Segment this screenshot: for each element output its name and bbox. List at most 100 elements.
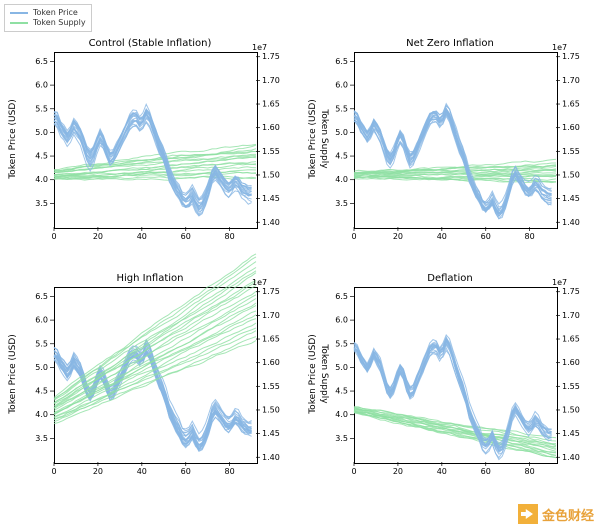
svg-text:1.70: 1.70 <box>562 311 580 320</box>
legend-label: Token Supply <box>33 18 86 28</box>
panel-deflation: Deflation0204060803.54.04.55.05.56.06.51… <box>300 265 600 500</box>
svg-text:4.0: 4.0 <box>35 410 48 419</box>
svg-text:1.65: 1.65 <box>262 335 280 344</box>
svg-text:1.45: 1.45 <box>262 194 280 203</box>
svg-text:60: 60 <box>181 232 191 241</box>
legend-label: Token Price <box>33 8 78 18</box>
svg-text:3.5: 3.5 <box>335 199 348 208</box>
watermark: 金色财经 <box>518 504 594 524</box>
svg-text:3.5: 3.5 <box>35 434 48 443</box>
svg-text:1.75: 1.75 <box>262 287 280 296</box>
svg-text:80: 80 <box>225 232 235 241</box>
svg-text:6.0: 6.0 <box>335 316 348 325</box>
price-line <box>354 348 552 458</box>
svg-text:1.65: 1.65 <box>562 335 580 344</box>
svg-text:1.70: 1.70 <box>562 76 580 85</box>
y-left-label: Token Price (USD) <box>8 94 18 184</box>
svg-text:1.60: 1.60 <box>262 358 280 367</box>
svg-text:6.0: 6.0 <box>335 81 348 90</box>
legend-item: Token Price <box>10 8 86 18</box>
exponent-label: 1e7 <box>252 278 267 287</box>
svg-text:6.5: 6.5 <box>335 292 348 301</box>
svg-text:1.70: 1.70 <box>262 76 280 85</box>
chart-figure: Token Price Token Supply Control (Stable… <box>0 0 600 528</box>
price-line <box>354 113 552 216</box>
svg-text:5.5: 5.5 <box>335 104 348 113</box>
price-line <box>54 121 252 210</box>
svg-text:5.0: 5.0 <box>35 128 48 137</box>
svg-text:1.55: 1.55 <box>262 382 280 391</box>
watermark-text: 金色财经 <box>542 505 594 524</box>
legend: Token Price Token Supply <box>4 4 92 32</box>
price-line <box>354 109 552 213</box>
svg-text:40: 40 <box>137 467 147 476</box>
svg-text:4.0: 4.0 <box>335 175 348 184</box>
panel-high-inflation: High Inflation0204060803.54.04.55.05.56.… <box>0 265 300 500</box>
svg-text:60: 60 <box>181 467 191 476</box>
panel-net-zero-inflation: Net Zero Inflation0204060803.54.04.55.05… <box>300 30 600 265</box>
legend-swatch <box>10 22 28 24</box>
svg-text:40: 40 <box>437 467 447 476</box>
svg-text:60: 60 <box>481 467 491 476</box>
svg-text:5.0: 5.0 <box>335 363 348 372</box>
svg-text:4.5: 4.5 <box>335 152 348 161</box>
price-line <box>354 109 552 207</box>
plot-svg: 0204060803.54.04.55.05.56.06.51.401.451.… <box>354 52 556 227</box>
svg-text:6.5: 6.5 <box>35 292 48 301</box>
svg-text:20: 20 <box>93 232 103 241</box>
svg-text:6.0: 6.0 <box>35 316 48 325</box>
svg-text:6.5: 6.5 <box>335 57 348 66</box>
y-left-label: Token Price (USD) <box>308 329 318 419</box>
svg-text:5.5: 5.5 <box>335 339 348 348</box>
panel-control-stable-inflation: Control (Stable Inflation)0204060803.54.… <box>0 30 300 265</box>
svg-text:1.40: 1.40 <box>562 453 580 462</box>
svg-text:1.40: 1.40 <box>262 453 280 462</box>
legend-swatch <box>10 12 28 14</box>
svg-text:1.65: 1.65 <box>562 100 580 109</box>
svg-text:1.55: 1.55 <box>562 382 580 391</box>
svg-text:1.45: 1.45 <box>262 429 280 438</box>
svg-text:1.60: 1.60 <box>562 123 580 132</box>
exponent-label: 1e7 <box>252 43 267 52</box>
svg-text:1.75: 1.75 <box>562 52 580 61</box>
svg-text:1.40: 1.40 <box>562 218 580 227</box>
svg-text:3.5: 3.5 <box>335 434 348 443</box>
svg-text:1.50: 1.50 <box>562 170 580 179</box>
svg-text:1.55: 1.55 <box>562 147 580 156</box>
price-line <box>354 104 552 209</box>
svg-text:80: 80 <box>525 232 535 241</box>
svg-text:1.75: 1.75 <box>562 287 580 296</box>
exponent-label: 1e7 <box>552 43 567 52</box>
supply-line <box>54 303 256 412</box>
plot-svg: 0204060803.54.04.55.05.56.06.51.401.451.… <box>54 287 256 462</box>
svg-text:3.5: 3.5 <box>35 199 48 208</box>
svg-text:1.65: 1.65 <box>262 100 280 109</box>
svg-text:1.75: 1.75 <box>262 52 280 61</box>
svg-text:40: 40 <box>437 232 447 241</box>
svg-text:1.55: 1.55 <box>262 147 280 156</box>
svg-text:4.5: 4.5 <box>35 152 48 161</box>
svg-text:20: 20 <box>393 467 403 476</box>
svg-text:1.70: 1.70 <box>262 311 280 320</box>
svg-text:6.5: 6.5 <box>35 57 48 66</box>
svg-text:4.0: 4.0 <box>335 410 348 419</box>
svg-text:5.0: 5.0 <box>335 128 348 137</box>
price-line <box>354 345 552 450</box>
svg-text:80: 80 <box>525 467 535 476</box>
y-left-label: Token Price (USD) <box>308 94 318 184</box>
svg-text:4.0: 4.0 <box>35 175 48 184</box>
svg-text:40: 40 <box>137 232 147 241</box>
exponent-label: 1e7 <box>552 278 567 287</box>
svg-text:1.50: 1.50 <box>562 405 580 414</box>
legend-item: Token Supply <box>10 18 86 28</box>
svg-text:0: 0 <box>351 232 356 241</box>
svg-text:60: 60 <box>481 232 491 241</box>
svg-text:5.0: 5.0 <box>35 363 48 372</box>
svg-text:1.50: 1.50 <box>262 405 280 414</box>
svg-text:0: 0 <box>51 467 56 476</box>
plot-svg: 0204060803.54.04.55.05.56.06.51.401.451.… <box>354 287 556 462</box>
supply-line <box>54 323 256 418</box>
svg-text:1.50: 1.50 <box>262 170 280 179</box>
svg-text:6.0: 6.0 <box>35 81 48 90</box>
svg-text:80: 80 <box>225 467 235 476</box>
